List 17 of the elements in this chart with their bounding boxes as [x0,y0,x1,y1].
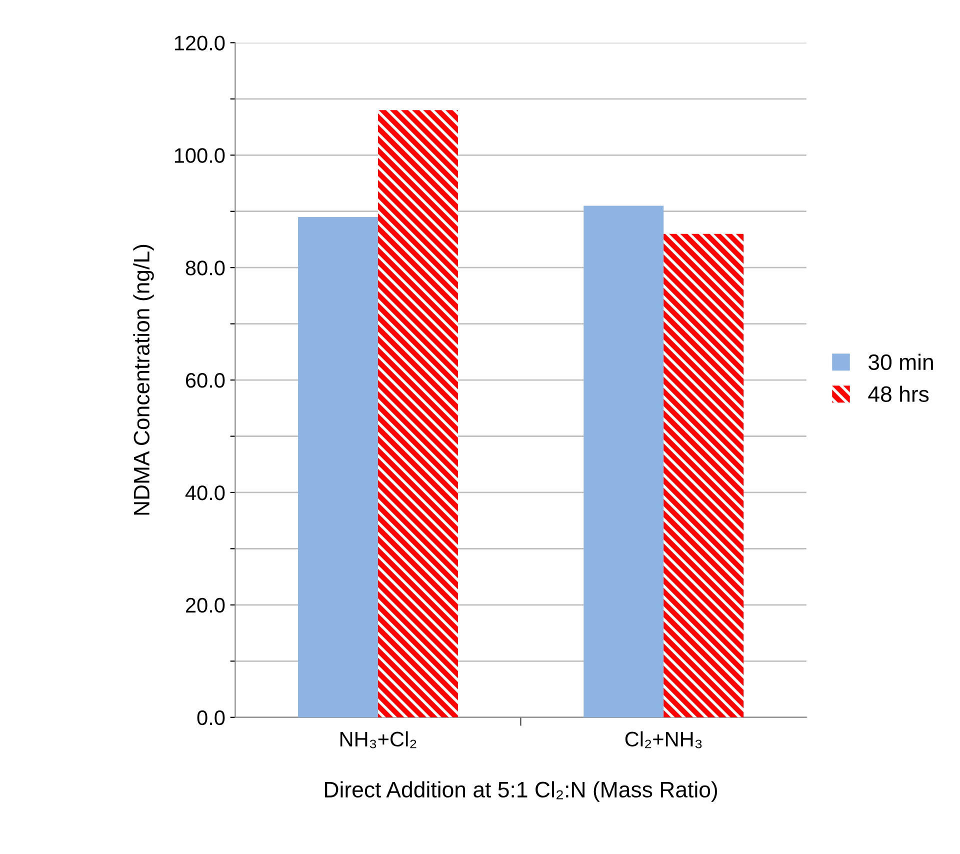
legend-label: 48 hrs [868,386,929,402]
y-tick-label: 60.0 [186,373,225,388]
x-tick-label: NH₃+Cl₂ [340,731,416,748]
legend-label: 30 min [868,354,933,370]
y-tick-label: 20.0 [186,598,225,613]
y-tick-label: 120.0 [174,36,225,50]
y-tick-label: 100.0 [174,148,225,163]
x-tick-label: Cl₂+NH₃ [625,731,702,748]
y-tick-label: 40.0 [185,485,225,500]
bar [298,216,378,718]
bar [664,234,744,718]
y-tick-label: 0.0 [197,710,225,726]
bar [378,110,458,718]
bar [584,206,664,718]
x-axis-title: Direct Addition at 5:1 Cl₂:N (Mass Ratio) [325,781,718,802]
y-axis-title: NDMA Concentration (ng/L) [133,244,154,515]
y-tick-label: 80.0 [186,260,225,276]
